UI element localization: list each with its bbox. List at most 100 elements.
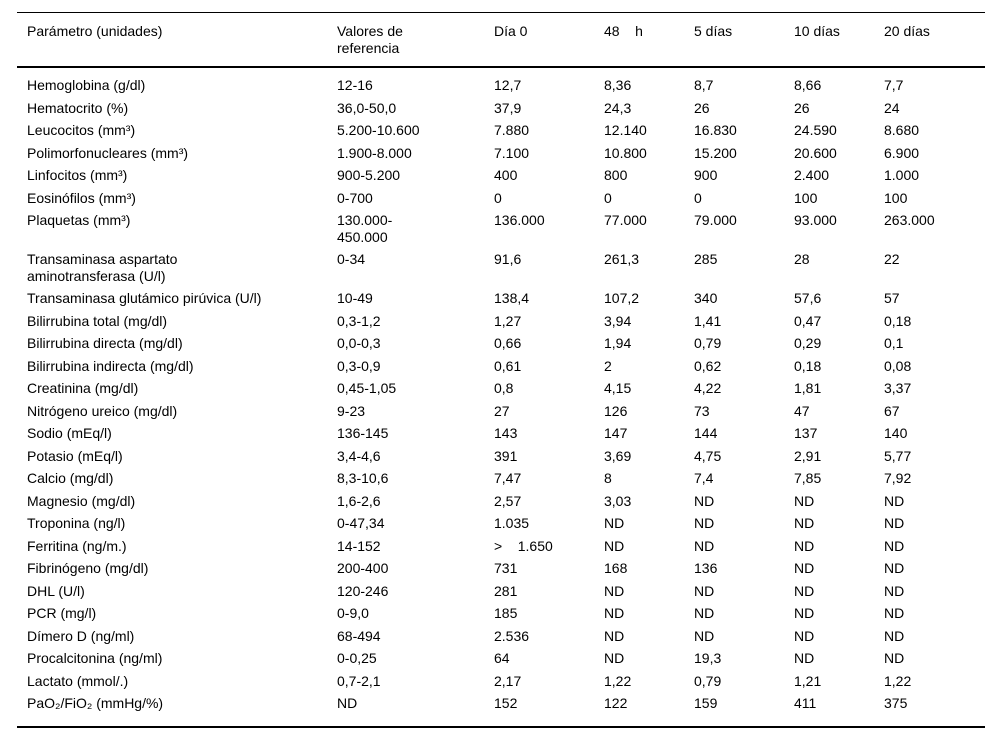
table-row: Linfocitos (mm³) 900-5.200 400 800 900 2.400 1… (17, 164, 985, 187)
cell-value: > 1.650 (494, 537, 553, 554)
table-row: PCR (mg/l) 0-9,0 185 ND ND ND ND (17, 602, 985, 625)
cell-value: 0 (694, 189, 702, 206)
cell-value: 411 (794, 695, 817, 711)
cell-value: 0,29 (794, 335, 822, 351)
cell-value: 3,37 (884, 380, 912, 396)
cell-value: 4,15 (604, 380, 632, 396)
cell-value: 0,62 (694, 357, 722, 374)
col-header-48h: 48 h (604, 12, 694, 68)
cell-value: 19,3 (694, 650, 722, 666)
cell-value: 93.000 (794, 212, 837, 228)
cell-value: 0,8 (494, 380, 514, 396)
cell-value: 122 (604, 695, 628, 711)
cell-parameter: Lactato (mmol/.) (27, 672, 129, 689)
cell-value: ND (694, 582, 715, 599)
cell-parameter: Creatinina (mg/dl) (27, 380, 139, 396)
cell-value: 7,47 (494, 470, 522, 486)
cell-value: 12-16 (337, 77, 373, 93)
cell-value: 731 (494, 560, 518, 576)
cell-value: 22 (884, 251, 900, 267)
cell-parameter: Procalcitonina (ng/ml) (27, 650, 163, 666)
cell-parameter: Potasio (mEq/l) (27, 447, 123, 464)
cell-value: 67 (884, 402, 900, 419)
cell-value: 0,79 (694, 672, 722, 689)
cell-value: 340 (694, 290, 718, 306)
table-row: Ferritina (ng/m.) 14-152 > 1.650 ND ND ND ND (17, 535, 985, 558)
col-header-5-days: 5 días (694, 12, 794, 68)
cell-value: 152 (494, 695, 518, 711)
cell-parameter: Nitrógeno ureico (mg/dl) (27, 402, 178, 419)
cell-value: 27 (494, 402, 510, 419)
table-row: Transaminasa glutámico pirúvica (U/l) 10-… (17, 287, 985, 310)
cell-value: 0,7-2,1 (337, 672, 381, 689)
cell-value: 47 (794, 402, 810, 419)
table-row: Plaquetas (mm³) 130.000- 450.000 136.000 77… (17, 209, 985, 248)
cell-value: 2 (604, 357, 612, 374)
table-row: Dímero D (ng/ml) 68-494 2.536 ND ND ND ND (17, 625, 985, 648)
cell-value: 8,7 (694, 77, 714, 93)
cell-value: ND (884, 627, 905, 644)
cell-value: 73 (694, 402, 710, 419)
cell-value: 136.000 (494, 212, 545, 228)
table-row: Bilirrubina total (mg/dl) 0,3-1,2 1,27 3,94… (17, 310, 985, 333)
cell-value: 800 (604, 167, 628, 183)
cell-parameter: Bilirrubina indirecta (mg/dl) (27, 357, 194, 374)
cell-parameter: Ferritina (ng/m.) (27, 537, 127, 554)
cell-value: 391 (494, 447, 518, 464)
cell-value: 140 (884, 425, 908, 441)
cell-value: ND (694, 537, 715, 554)
cell-value: 79.000 (694, 212, 737, 228)
cell-parameter: Magnesio (mg/dl) (27, 492, 136, 509)
cell-value: 281 (494, 582, 518, 599)
cell-value: ND (794, 560, 815, 576)
cell-value: 0,79 (694, 335, 722, 351)
cell-value: ND (884, 515, 905, 531)
cell-value: 36,0-50,0 (337, 99, 397, 116)
cell-value: 57,6 (794, 290, 822, 306)
cell-value: 15.200 (694, 144, 737, 161)
cell-value: ND (694, 605, 715, 621)
table-row: Hemoglobina (g/dl) 12-16 12,7 8,36 8,7 8,66 7,… (17, 67, 985, 97)
table-row: Nitrógeno ureico (mg/dl) 9-23 27 126 73 47 67 (17, 400, 985, 423)
cell-value: ND (794, 605, 815, 621)
cell-value: ND (604, 515, 625, 531)
cell-value: 4,75 (694, 447, 722, 464)
table-row: Sodio (mEq/l) 136-145 143 147 144 137 140 (17, 422, 985, 445)
cell-value: ND (694, 515, 715, 531)
cell-value: 1,22 (884, 672, 912, 689)
cell-value: 1.035 (494, 515, 530, 531)
cell-parameter: Dímero D (ng/ml) (27, 627, 135, 644)
cell-value: 57 (884, 290, 900, 306)
cell-value: 0-0,25 (337, 650, 377, 666)
cell-parameter: Fibrinógeno (mg/dl) (27, 560, 149, 576)
cell-value: 4,22 (694, 380, 722, 396)
cell-value: 5,77 (884, 447, 912, 464)
cell-parameter: Plaquetas (mm³) (27, 212, 131, 228)
cell-value: ND (604, 650, 625, 666)
cell-parameter: Hemoglobina (g/dl) (27, 77, 146, 93)
cell-value: 1.000 (884, 167, 920, 183)
col-header-10-days: 10 días (794, 12, 884, 68)
cell-value: 1,6-2,6 (337, 492, 381, 509)
col-header-20-days: 20 días (884, 12, 985, 68)
cell-value: 263.000 (884, 212, 935, 228)
table-row: Eosinófilos (mm³) 0-700 0 0 0 100 100 (17, 187, 985, 210)
table-row: Troponina (ng/l) 0-47,34 1.035 ND ND ND ND (17, 512, 985, 535)
col-header-reference-values: Valores de referencia (337, 12, 494, 68)
cell-value: 375 (884, 695, 908, 711)
cell-value: 24,3 (604, 99, 632, 116)
cell-value: 12.140 (604, 122, 647, 138)
table-row: Magnesio (mg/dl) 1,6-2,6 2,57 3,03 ND ND ND (17, 490, 985, 513)
cell-parameter: Linfocitos (mm³) (27, 167, 128, 183)
cell-parameter: Troponina (ng/l) (27, 515, 126, 531)
cell-value: 2,57 (494, 492, 522, 509)
cell-value: 0,66 (494, 335, 522, 351)
cell-value: 0-34 (337, 251, 366, 267)
cell-value: 28 (794, 251, 810, 267)
cell-value: 7,4 (694, 470, 714, 486)
cell-value: 200-400 (337, 560, 389, 576)
cell-value: 0,1 (884, 335, 904, 351)
cell-value: 1,81 (794, 380, 822, 396)
cell-value: 3,03 (604, 492, 632, 509)
cell-value: 900 (694, 167, 718, 183)
